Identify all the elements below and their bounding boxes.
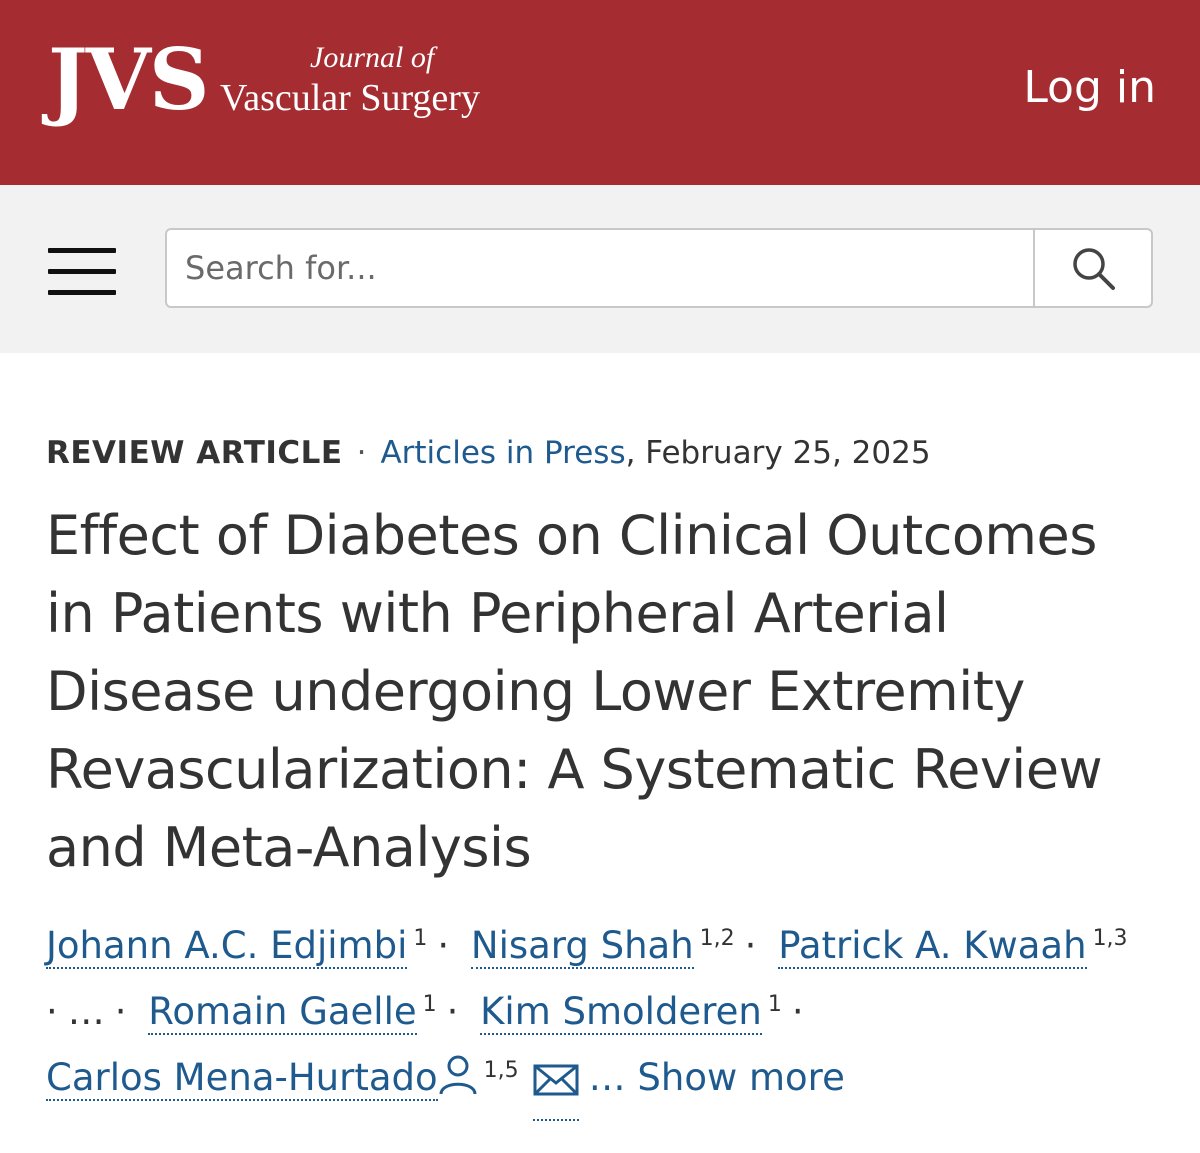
hidden-authors-ellipsis: … [67,990,105,1033]
meta-separator: · [356,435,367,471]
publication-date: , February 25, 2025 [625,435,931,471]
logo-text: Journal of Vascular Surgery [220,40,480,120]
logo-name-text: Vascular Surgery [220,77,480,119]
affiliation-number: 1 [767,991,782,1017]
author-separator: · [744,924,757,967]
login-link[interactable]: Log in [1023,62,1156,113]
author-separator: · [437,924,450,967]
article-title: Effect of Diabetes on Clinical Outcomes … [46,504,1103,879]
author-separator: · [446,990,459,1033]
search-bar [0,185,1200,353]
search-input[interactable] [167,230,1033,306]
affiliation-number: 1,2 [699,925,735,951]
affiliation-number: 1 [413,925,428,951]
article-meta: REVIEW ARTICLE · Articles in Press, Februa… [46,433,1154,473]
mail-icon[interactable] [532,1051,579,1121]
author-link[interactable]: Kim Smolderen [480,990,762,1035]
article-header: REVIEW ARTICLE · Articles in Press, Februa… [0,433,1200,1121]
affiliation-number: 1,3 [1092,925,1128,951]
author-separator: · [114,990,127,1033]
article-type: REVIEW ARTICLE [46,435,343,471]
author-link[interactable]: Johann A.C. Edjimbi [46,924,408,969]
site-header: JVS Journal of Vascular Surgery Log in [0,0,1200,185]
articles-in-press-link[interactable]: Articles in Press [380,435,626,471]
author-list: Johann A.C. Edjimbi 1 · Nisarg Shah 1,2 · Pa… [46,913,1154,1121]
search-button[interactable] [1033,230,1151,306]
author-link[interactable]: Romain Gaelle [148,990,417,1035]
logo-mark: JVS [48,30,210,129]
logo-journal-text: Journal of [310,41,435,74]
person-icon[interactable] [438,1051,478,1117]
search-icon [1073,248,1115,290]
author-link[interactable]: Carlos Mena-Hurtado [46,1056,438,1101]
author-link[interactable]: Patrick A. Kwaah [778,924,1087,969]
author-separator: · [46,990,58,1033]
author-separator: · [791,990,804,1033]
affiliation-number: 1 [422,991,437,1017]
affiliation-number: 1,5 [483,1057,519,1083]
show-more-button[interactable]: … Show more [588,1056,845,1099]
search-box [165,228,1153,308]
author-link[interactable]: Nisarg Shah [470,924,694,969]
hamburger-icon[interactable] [48,248,116,296]
